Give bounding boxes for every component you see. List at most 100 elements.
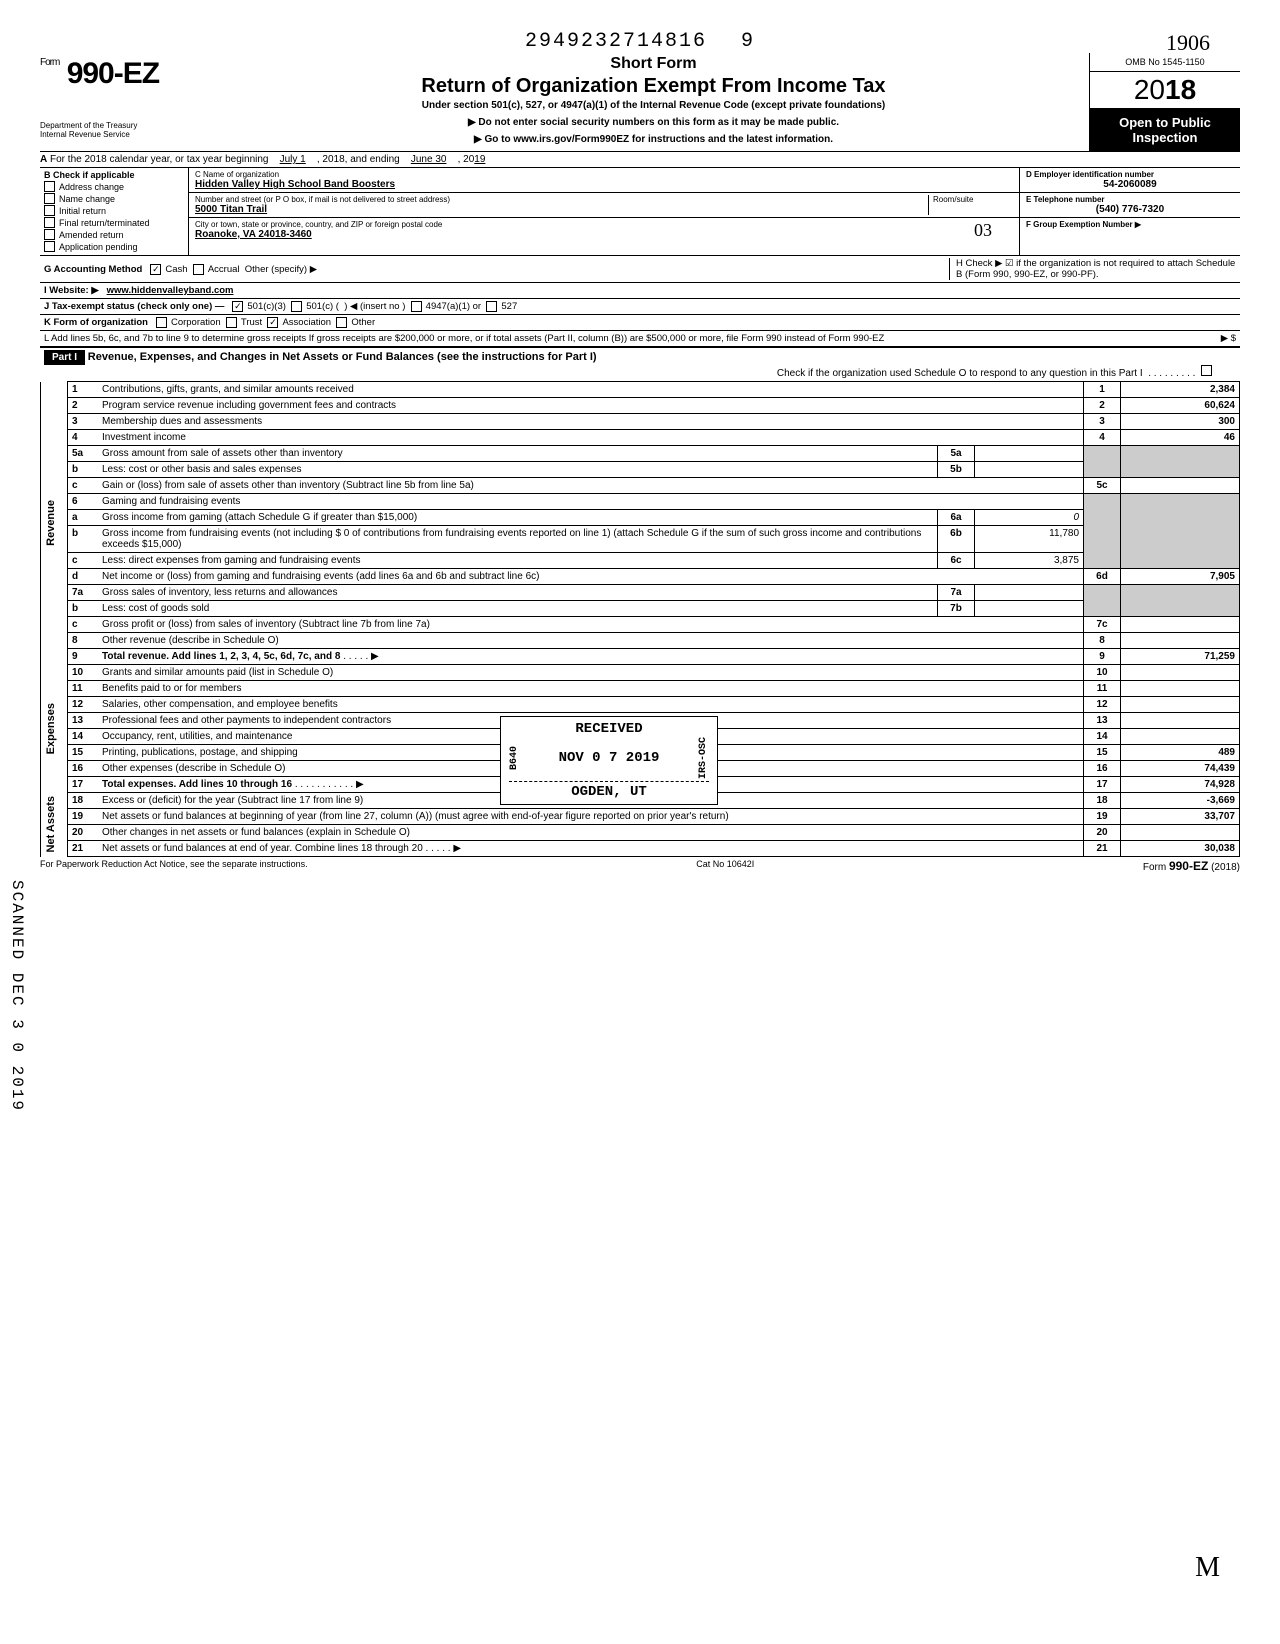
- tax-year-endyr: 19: [474, 154, 485, 165]
- checkbox-501c[interactable]: [291, 301, 302, 312]
- stamp-irsosc: IRS-OSC: [698, 737, 709, 779]
- line-2-amt: 60,624: [1121, 398, 1240, 414]
- g-label: G Accounting Method: [44, 264, 142, 275]
- lbl-initial-return: Initial return: [59, 206, 106, 216]
- received-stamp: RECEIVED B640 NOV 0 7 2019 IRS-OSC OGDEN…: [500, 716, 718, 805]
- line-21-amt: 30,038: [1121, 841, 1240, 857]
- line-4-desc: Investment income: [102, 432, 186, 443]
- line-1-amt: 2,384: [1121, 382, 1240, 398]
- line-6b-desc: Gross income from fundraising events (no…: [102, 528, 921, 550]
- checkbox-cash[interactable]: ✓: [150, 264, 161, 275]
- line-20-amt: [1121, 825, 1240, 841]
- checkbox-initial-return[interactable]: [44, 205, 55, 216]
- sub-title: Under section 501(c), 527, or 4947(a)(1)…: [222, 100, 1085, 111]
- footer-right-pre: Form: [1143, 862, 1169, 873]
- checkbox-527[interactable]: [486, 301, 497, 312]
- col-c: C Name of organization Hidden Valley Hig…: [189, 168, 1020, 255]
- stamp-date: NOV 0 7 2019: [559, 750, 660, 766]
- form-number: 990-EZ: [67, 57, 159, 90]
- checkbox-app-pending[interactable]: [44, 241, 55, 252]
- line-5c-desc: Gain or (loss) from sale of assets other…: [102, 480, 474, 491]
- l-arrow: ▶ $: [1221, 333, 1236, 344]
- title-cell: Short Form Return of Organization Exempt…: [218, 53, 1089, 151]
- checkbox-501c3[interactable]: ✓: [232, 301, 243, 312]
- lbl-cash: Cash: [165, 264, 187, 275]
- lbl-accrual: Accrual: [208, 264, 240, 275]
- tax-year-end: June 30: [411, 154, 447, 165]
- handwritten-number: 1906: [1166, 30, 1210, 56]
- line-10-desc: Grants and similar amounts paid (list in…: [102, 667, 333, 678]
- line-7c-desc: Gross profit or (loss) from sales of inv…: [102, 619, 430, 630]
- lbl-527: 527: [501, 301, 517, 312]
- lbl-assoc: Association: [282, 317, 331, 328]
- checkbox-assoc[interactable]: ✓: [267, 317, 278, 328]
- checkbox-other-org[interactable]: [336, 317, 347, 328]
- entity-block: B Check if applicable Address change Nam…: [40, 168, 1240, 256]
- col-right: D Employer identification number 54-2060…: [1020, 168, 1240, 255]
- lbl-other-org: Other: [351, 317, 375, 328]
- part1-header-row: Part I Revenue, Expenses, and Changes in…: [40, 347, 1240, 381]
- l-text: L Add lines 5b, 6c, and 7b to line 9 to …: [44, 333, 1221, 344]
- col-b: B Check if applicable Address change Nam…: [40, 168, 189, 255]
- org-name-hdr: C Name of organization: [195, 170, 1013, 179]
- lbl-corp: Corporation: [171, 317, 221, 328]
- footer-right: Form 990-EZ (2018): [1143, 859, 1240, 873]
- checkbox-4947[interactable]: [411, 301, 422, 312]
- scanned-stamp: SCANNED DEC 3 0 2019: [8, 880, 26, 1112]
- lbl-501c3: 501(c)(3): [247, 301, 286, 312]
- city-state-zip: Roanoke, VA 24018-3460: [195, 229, 953, 240]
- i-label: I Website: ▶: [44, 285, 99, 296]
- part1-check-text: Check if the organization used Schedule …: [777, 368, 1143, 379]
- line-6-desc: Gaming and fundraising events: [102, 496, 240, 507]
- lbl-amended: Amended return: [59, 230, 124, 240]
- checkbox-corp[interactable]: [156, 317, 167, 328]
- line-15-amt: 489: [1121, 745, 1240, 761]
- checkbox-name-change[interactable]: [44, 193, 55, 204]
- footer-left: For Paperwork Reduction Act Notice, see …: [40, 859, 308, 873]
- row-k: K Form of organization Corporation Trust…: [40, 315, 1240, 331]
- checkbox-final-return[interactable]: [44, 217, 55, 228]
- row-j: J Tax-exempt status (check only one) — ✓…: [40, 299, 1240, 315]
- checkbox-sched-o[interactable]: [1201, 365, 1212, 376]
- lbl-501c: 501(c) (: [306, 301, 339, 312]
- line-8-desc: Other revenue (describe in Schedule O): [102, 635, 279, 646]
- line-11-desc: Benefits paid to or for members: [102, 683, 242, 694]
- footer-right-yr: (2018): [1208, 862, 1240, 873]
- form-number-cell: Form 990-EZ Department of the Treasury I…: [40, 53, 218, 151]
- year-prefix: 20: [1134, 74, 1165, 105]
- stamp-b640: B640: [509, 746, 520, 770]
- lbl-app-pending: Application pending: [59, 242, 138, 252]
- side-netassets: Net Assets: [45, 796, 57, 852]
- line-7a-desc: Gross sales of inventory, less returns a…: [102, 587, 337, 598]
- line-6d-desc: Net income or (loss) from gaming and fun…: [102, 571, 539, 582]
- line-3-desc: Membership dues and assessments: [102, 416, 262, 427]
- row-a-text1: For the 2018 calendar year, or tax year …: [50, 154, 268, 165]
- row-a-label: A: [40, 154, 47, 165]
- main-title: Return of Organization Exempt From Incom…: [222, 75, 1085, 98]
- checkbox-amended[interactable]: [44, 229, 55, 240]
- tax-year-begin: July 1: [280, 154, 306, 165]
- side-expenses: Expenses: [45, 703, 57, 754]
- k-label: K Form of organization: [44, 317, 148, 328]
- stamp-received-text: RECEIVED: [509, 721, 709, 737]
- addr-hdr: Number and street (or P O box, if mail i…: [195, 195, 928, 204]
- ein: 54-2060089: [1026, 179, 1234, 190]
- line-6c-box: 3,875: [975, 553, 1084, 569]
- checkbox-trust[interactable]: [226, 317, 237, 328]
- line-16-desc: Other expenses (describe in Schedule O): [102, 763, 285, 774]
- hand-03: 03: [953, 220, 1013, 241]
- line-5b-box: [975, 462, 1084, 478]
- line-9-amt: 71,259: [1121, 649, 1240, 665]
- h-text: H Check ▶ ☑ if the organization is not r…: [949, 258, 1236, 280]
- checkbox-address-change[interactable]: [44, 181, 55, 192]
- line-6a-box: 0: [975, 510, 1084, 526]
- line-17-desc: Total expenses. Add lines 10 through 16: [102, 779, 292, 790]
- omb-number: OMB No 1545-1150: [1090, 53, 1240, 72]
- line-19-desc: Net assets or fund balances at beginning…: [102, 811, 729, 822]
- row-g-h: G Accounting Method ✓Cash Accrual Other …: [40, 256, 1240, 283]
- side-revenue: Revenue: [45, 500, 57, 546]
- part1-label: Part I: [44, 350, 85, 365]
- year-bold: 18: [1165, 74, 1196, 105]
- part1-title: Revenue, Expenses, and Changes in Net As…: [88, 351, 597, 363]
- checkbox-accrual[interactable]: [193, 264, 204, 275]
